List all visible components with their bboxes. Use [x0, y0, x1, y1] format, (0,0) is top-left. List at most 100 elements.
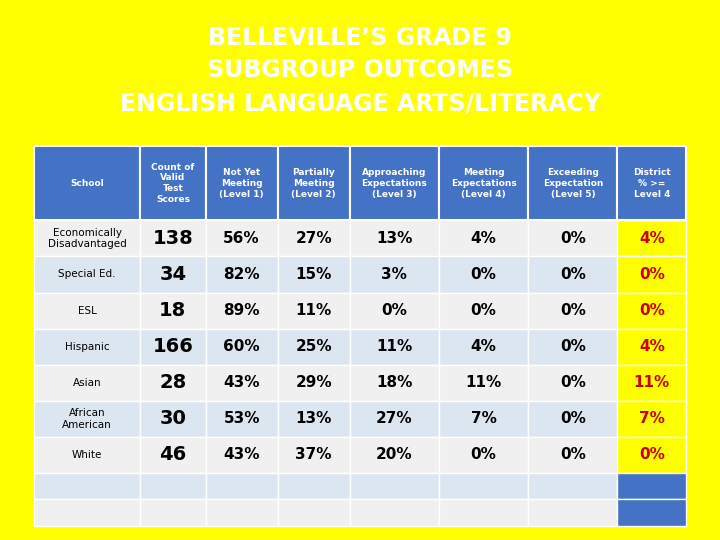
Bar: [205, 500, 278, 526]
Bar: [205, 293, 278, 329]
Text: Count of
Valid
Test
Scores: Count of Valid Test Scores: [151, 163, 194, 204]
Text: 89%: 89%: [223, 303, 260, 318]
Text: 7%: 7%: [639, 411, 665, 426]
Bar: [278, 220, 350, 256]
Bar: [350, 293, 439, 329]
Bar: [528, 256, 618, 293]
Text: 53%: 53%: [223, 411, 260, 426]
Text: Meeting
Expectations
(Level 4): Meeting Expectations (Level 4): [451, 168, 516, 199]
Bar: [618, 500, 686, 526]
Text: 20%: 20%: [376, 447, 413, 462]
Bar: [34, 256, 140, 293]
Text: 0%: 0%: [382, 303, 408, 318]
Bar: [140, 401, 205, 437]
Text: 4%: 4%: [639, 231, 665, 246]
Text: 27%: 27%: [376, 411, 413, 426]
Bar: [205, 220, 278, 256]
Bar: [439, 437, 528, 473]
Bar: [528, 473, 618, 500]
Text: School: School: [71, 179, 104, 188]
Bar: [439, 220, 528, 256]
Bar: [278, 437, 350, 473]
Text: 0%: 0%: [639, 303, 665, 318]
Bar: [205, 329, 278, 365]
Text: 3%: 3%: [382, 267, 408, 282]
Bar: [205, 364, 278, 401]
Bar: [439, 473, 528, 500]
Bar: [618, 146, 686, 220]
Text: African
American: African American: [62, 408, 112, 430]
Text: 11%: 11%: [465, 375, 502, 390]
Text: 0%: 0%: [639, 447, 665, 462]
Bar: [278, 473, 350, 500]
Bar: [205, 256, 278, 293]
Bar: [350, 256, 439, 293]
Bar: [34, 364, 140, 401]
Text: 30: 30: [160, 409, 186, 428]
Bar: [140, 220, 205, 256]
Bar: [618, 401, 686, 437]
Text: 0%: 0%: [471, 267, 497, 282]
Text: 37%: 37%: [295, 447, 332, 462]
Text: 4%: 4%: [471, 231, 497, 246]
Bar: [34, 500, 140, 526]
Text: Hispanic: Hispanic: [65, 342, 109, 352]
Text: 11%: 11%: [295, 303, 332, 318]
Bar: [439, 500, 528, 526]
Bar: [528, 437, 618, 473]
Bar: [350, 146, 439, 220]
Text: 4%: 4%: [471, 339, 497, 354]
Bar: [278, 329, 350, 365]
Text: 7%: 7%: [471, 411, 497, 426]
Text: Special Ed.: Special Ed.: [58, 269, 116, 280]
Bar: [34, 437, 140, 473]
Bar: [528, 500, 618, 526]
Text: Economically
Disadvantaged: Economically Disadvantaged: [48, 228, 127, 249]
Text: 15%: 15%: [295, 267, 332, 282]
Bar: [278, 500, 350, 526]
Bar: [618, 220, 686, 256]
Bar: [618, 293, 686, 329]
Bar: [205, 146, 278, 220]
Bar: [140, 500, 205, 526]
Bar: [34, 329, 140, 365]
Bar: [528, 220, 618, 256]
Text: 25%: 25%: [295, 339, 332, 354]
Bar: [278, 364, 350, 401]
Text: 13%: 13%: [295, 411, 332, 426]
Bar: [140, 146, 205, 220]
Text: Approaching
Expectations
(Level 3): Approaching Expectations (Level 3): [361, 168, 427, 199]
Text: Not Yet
Meeting
(Level 1): Not Yet Meeting (Level 1): [220, 168, 264, 199]
Bar: [34, 401, 140, 437]
Text: 18: 18: [159, 301, 186, 320]
Text: 0%: 0%: [560, 411, 586, 426]
Bar: [528, 146, 618, 220]
Bar: [278, 293, 350, 329]
Bar: [278, 401, 350, 437]
Bar: [350, 437, 439, 473]
Bar: [34, 220, 140, 256]
Text: BELLEVILLE’S GRADE 9
SUBGROUP OUTCOMES
ENGLISH LANGUAGE ARTS/LITERACY: BELLEVILLE’S GRADE 9 SUBGROUP OUTCOMES E…: [120, 26, 600, 115]
Bar: [140, 256, 205, 293]
Bar: [350, 364, 439, 401]
Text: 0%: 0%: [560, 267, 586, 282]
Text: Asian: Asian: [73, 377, 102, 388]
Bar: [34, 293, 140, 329]
Bar: [140, 293, 205, 329]
Bar: [140, 473, 205, 500]
Bar: [439, 364, 528, 401]
Bar: [205, 401, 278, 437]
Text: 0%: 0%: [560, 375, 586, 390]
Text: Partially
Meeting
(Level 2): Partially Meeting (Level 2): [292, 168, 336, 199]
Text: 56%: 56%: [223, 231, 260, 246]
Text: 43%: 43%: [223, 447, 260, 462]
Bar: [439, 256, 528, 293]
Bar: [439, 401, 528, 437]
Bar: [350, 473, 439, 500]
Text: 0%: 0%: [471, 447, 497, 462]
Text: 0%: 0%: [560, 303, 586, 318]
Text: 43%: 43%: [223, 375, 260, 390]
Text: 18%: 18%: [376, 375, 413, 390]
Bar: [618, 329, 686, 365]
Bar: [350, 329, 439, 365]
